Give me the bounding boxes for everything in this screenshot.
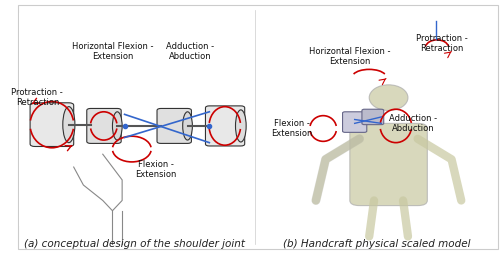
Ellipse shape	[369, 85, 408, 111]
Text: (a) conceptual design of the shoulder joint: (a) conceptual design of the shoulder jo…	[24, 239, 244, 249]
Bar	[258, 13, 495, 226]
Text: Horizontal Flexion -
Extension: Horizontal Flexion - Extension	[309, 47, 390, 66]
FancyBboxPatch shape	[206, 106, 244, 146]
FancyBboxPatch shape	[30, 103, 74, 146]
Text: Flexion -
Extension: Flexion - Extension	[271, 119, 312, 138]
Text: (b) Handcraft physical scaled model: (b) Handcraft physical scaled model	[282, 239, 470, 249]
Text: Horizontal Flexion -
Extension: Horizontal Flexion - Extension	[72, 42, 153, 61]
Ellipse shape	[236, 110, 246, 142]
Ellipse shape	[63, 107, 75, 143]
FancyBboxPatch shape	[350, 123, 428, 206]
Text: Protraction -
Retraction: Protraction - Retraction	[416, 34, 468, 53]
FancyBboxPatch shape	[362, 109, 384, 125]
Text: Protraction -
Retraction: Protraction - Retraction	[12, 88, 63, 107]
Text: Flexion -
Extension: Flexion - Extension	[136, 160, 176, 179]
Text: Adduction -
Abduction: Adduction - Abduction	[166, 42, 214, 61]
FancyBboxPatch shape	[157, 108, 192, 143]
Ellipse shape	[182, 112, 192, 140]
FancyBboxPatch shape	[87, 108, 121, 143]
Text: Adduction -
Abduction: Adduction - Abduction	[388, 114, 437, 133]
Bar	[20, 13, 252, 226]
Ellipse shape	[112, 112, 122, 140]
FancyBboxPatch shape	[342, 112, 367, 132]
